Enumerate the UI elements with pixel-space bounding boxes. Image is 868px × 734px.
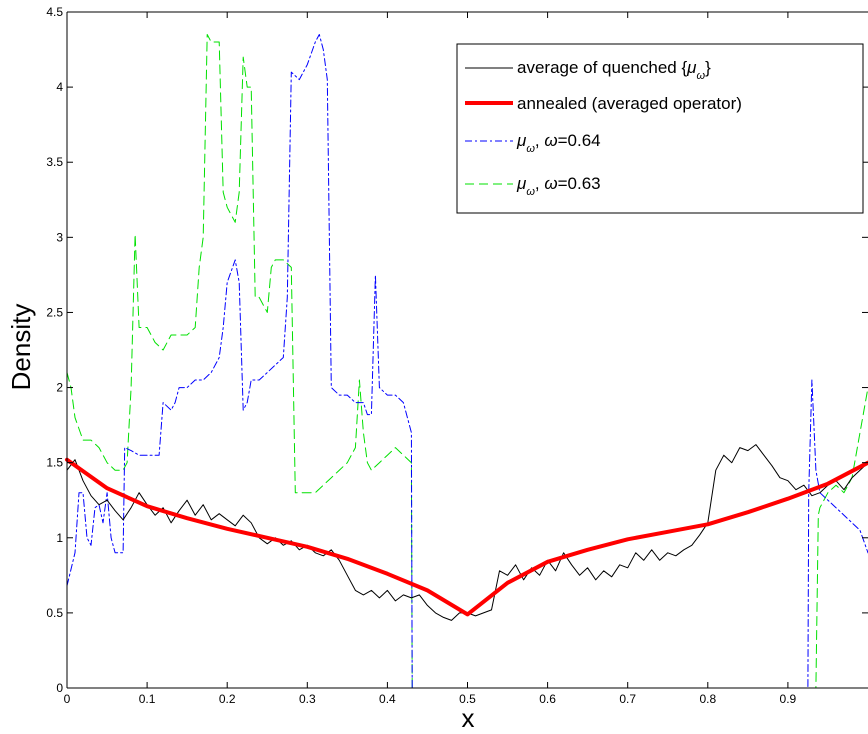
x-axis-title: x xyxy=(462,703,475,733)
x-tick-label: 0.4 xyxy=(379,692,396,706)
y-tick-label: 3 xyxy=(56,230,63,244)
series-line-annealed xyxy=(65,457,868,617)
legend-label-w064: μω, ω=0.64 xyxy=(516,131,601,155)
y-tick-label: 2 xyxy=(56,381,63,395)
x-tick-label: 0.7 xyxy=(619,692,636,706)
x-tick-label: 0.1 xyxy=(139,692,156,706)
legend-label-quenched: average of quenched {μω} xyxy=(517,58,711,82)
y-tick-label: 2.5 xyxy=(46,305,63,319)
legend: average of quenched {μω} annealed (avera… xyxy=(456,43,864,214)
y-tick-label: 0.5 xyxy=(46,606,63,620)
y-tick-label: 4.5 xyxy=(46,5,63,19)
x-tick-label: 0 xyxy=(64,692,71,706)
x-tick-label: 0.8 xyxy=(699,692,716,706)
legend-label-w063: μω, ω=0.63 xyxy=(516,174,601,198)
y-axis-title: Density xyxy=(6,304,36,391)
y-tick-label: 0 xyxy=(56,681,63,695)
x-tick-label: 0.2 xyxy=(219,692,236,706)
x-tick-label: 0.5 xyxy=(459,692,476,706)
y-tick-label: 1.5 xyxy=(46,456,63,470)
y-tick-label: 4 xyxy=(56,80,63,94)
x-tick-label: 0.9 xyxy=(780,692,797,706)
x-tick-label: 0.6 xyxy=(539,692,556,706)
series-line-w064 xyxy=(66,34,868,689)
y-tick-label: 3.5 xyxy=(46,155,63,169)
legend-label-annealed: annealed (averaged operator) xyxy=(517,94,742,113)
x-tick-label: 0.3 xyxy=(299,692,316,706)
axes-layer: 0 0.1 0.2 0.3 0.4 0.5 0.6 0.7 0.8 0.9 0 0.5 1 1.5 2 2.5… xyxy=(46,5,868,706)
y-tick-label: 1 xyxy=(56,531,63,545)
legend-box xyxy=(456,43,864,214)
